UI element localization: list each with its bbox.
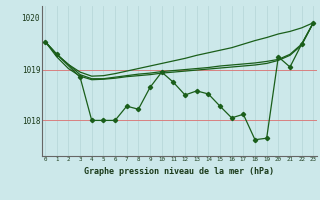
Text: 1020: 1020 [21,14,39,23]
X-axis label: Graphe pression niveau de la mer (hPa): Graphe pression niveau de la mer (hPa) [84,167,274,176]
